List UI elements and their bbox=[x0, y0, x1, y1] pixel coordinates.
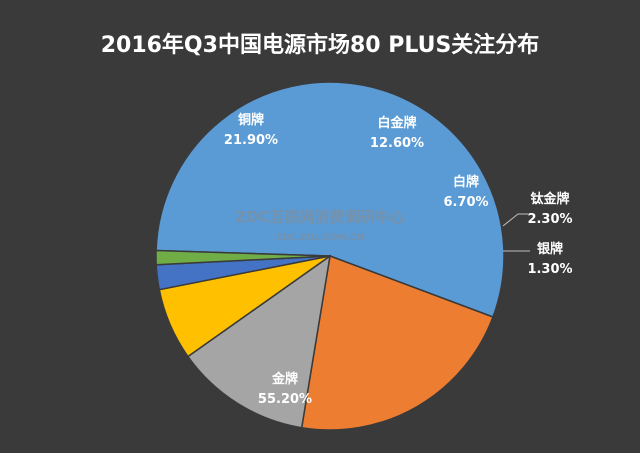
slice-label-value: 1.30% bbox=[527, 262, 572, 277]
watermark: ZDC互联网消费调研中心 ZDC.ZOL.COM.CN bbox=[235, 208, 404, 243]
pie-slice bbox=[155, 81, 505, 318]
slice-label-value: 2.30% bbox=[527, 212, 572, 227]
slice-label-value: 12.60% bbox=[370, 136, 424, 151]
slice-label-value: 6.70% bbox=[443, 195, 488, 210]
watermark-sub: ZDC.ZOL.COM.CN bbox=[276, 233, 364, 243]
slice-label-name: 金牌 bbox=[271, 371, 298, 387]
chart-title: 2016年Q3中国电源市场80 PLUS关注分布 bbox=[101, 32, 540, 58]
pie-slice bbox=[186, 254, 332, 429]
slice-label-value: 21.90% bbox=[224, 133, 278, 148]
slice-label-name: 银牌 bbox=[537, 241, 563, 257]
slice-label-name: 钛金牌 bbox=[529, 191, 569, 207]
pie-slice bbox=[155, 249, 331, 266]
pie-slice bbox=[300, 254, 494, 431]
slice-label-name: 白金牌 bbox=[377, 115, 416, 131]
slice-label-name: 铜牌 bbox=[237, 112, 264, 128]
slice-label-value: 55.20% bbox=[258, 392, 312, 407]
watermark-main: ZDC互联网消费调研中心 bbox=[235, 208, 404, 226]
label-leader-line bbox=[502, 213, 528, 227]
pie-slices bbox=[155, 81, 505, 431]
slice-labels: 金牌 55.20% 铜牌 21.90% 白金牌 12.60% 白牌 6.70% 钛金牌 2.30%… bbox=[224, 112, 573, 407]
slice-label-name: 白牌 bbox=[453, 174, 479, 190]
